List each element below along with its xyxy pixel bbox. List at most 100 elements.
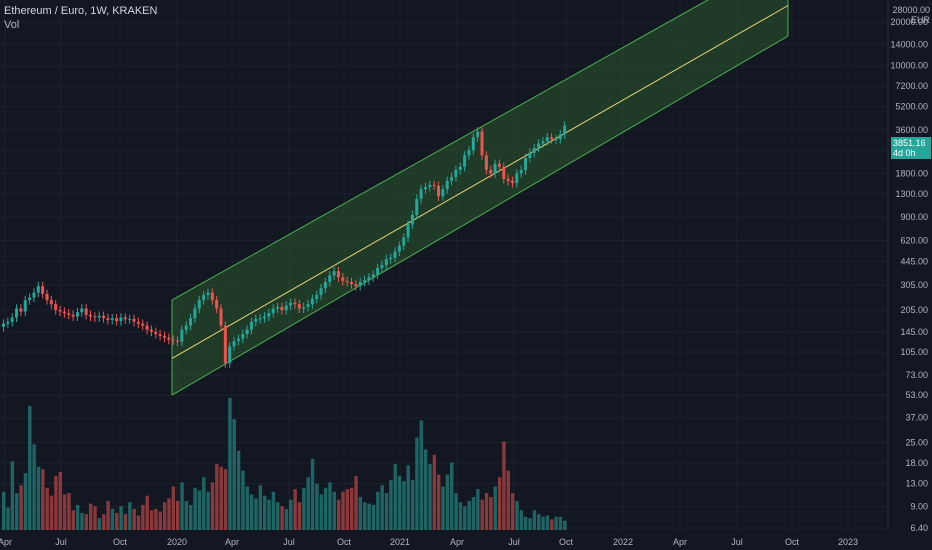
candle-body bbox=[115, 318, 119, 322]
chart-legend: Ethereum / Euro, 1W, KRAKEN Vol bbox=[4, 4, 157, 32]
volume-bar bbox=[228, 398, 232, 530]
time-tick-label: 2021 bbox=[390, 537, 410, 547]
time-axis[interactable]: Apr Jul Oct 2020 Apr Jul Oct 2021 Apr Jul Oct 2022 A… bbox=[0, 537, 858, 547]
channel-upper-line[interactable] bbox=[171, 0, 788, 301]
regression-channel[interactable] bbox=[171, 0, 789, 396]
volume-bar bbox=[106, 500, 110, 530]
price-tick-label: 5200.00 bbox=[895, 102, 928, 112]
volume-bar bbox=[176, 500, 180, 530]
volume-bar bbox=[458, 502, 463, 530]
volume-bar bbox=[245, 486, 249, 530]
candle-body bbox=[89, 314, 92, 317]
price-tick-label: 1300.00 bbox=[895, 189, 928, 199]
candle-body bbox=[171, 339, 175, 341]
volume-bar bbox=[10, 461, 15, 530]
price-tick-label: 53.00 bbox=[905, 390, 928, 400]
volume-bar bbox=[149, 510, 154, 530]
volume-bar bbox=[454, 493, 458, 530]
channel-median-line[interactable] bbox=[171, 5, 789, 359]
volume-bar bbox=[93, 506, 97, 530]
candle-body bbox=[71, 314, 75, 317]
currency-label: 28000.00 EUR bbox=[892, 5, 930, 25]
candle-body bbox=[128, 318, 132, 320]
volume-bar bbox=[71, 510, 75, 530]
candle-body bbox=[149, 329, 153, 332]
volume-bar bbox=[306, 477, 310, 530]
candle-body bbox=[258, 318, 262, 320]
price-tick-label: 25.00 bbox=[905, 437, 928, 447]
candle-body bbox=[19, 308, 23, 312]
price-tick-label: 20000.00 bbox=[890, 17, 928, 27]
price-tick-label: 18.00 bbox=[905, 458, 928, 468]
candle-body bbox=[54, 304, 58, 311]
candle-body bbox=[2, 323, 5, 327]
volume-bar bbox=[80, 512, 84, 530]
candle-body bbox=[119, 317, 123, 322]
candle-body bbox=[28, 297, 32, 301]
time-tick-label: 2023 bbox=[838, 537, 858, 547]
volume-bar bbox=[49, 495, 54, 530]
candle-body bbox=[293, 302, 297, 305]
price-tick-label: 13.00 bbox=[905, 478, 928, 488]
candle-body bbox=[497, 163, 501, 167]
volume-bar bbox=[493, 486, 497, 530]
price-tick-label: 3600.00 bbox=[895, 125, 928, 135]
time-tick-label: Oct bbox=[337, 537, 352, 547]
candle-body bbox=[158, 333, 162, 336]
candle-body bbox=[145, 325, 149, 330]
time-tick-label: Apr bbox=[450, 537, 464, 547]
channel-lower-line[interactable] bbox=[171, 35, 789, 396]
volume-bar bbox=[484, 493, 489, 530]
volume-bar bbox=[193, 487, 197, 530]
candle-body bbox=[180, 329, 184, 342]
candle-body bbox=[75, 312, 79, 317]
volume-bar bbox=[489, 497, 493, 530]
volume-bar bbox=[75, 504, 80, 530]
time-tick-label: 2022 bbox=[613, 537, 633, 547]
volume-bar bbox=[558, 516, 563, 530]
candle-body bbox=[332, 271, 336, 276]
candle-body bbox=[397, 245, 401, 252]
candle-body bbox=[80, 308, 84, 313]
volume-bar bbox=[36, 466, 41, 530]
volume-bar bbox=[67, 493, 71, 530]
last-price-tag: 3851.16 4d 0h bbox=[891, 137, 931, 159]
volume-bar bbox=[293, 489, 297, 530]
candle-body bbox=[350, 282, 353, 285]
candle-body bbox=[271, 308, 275, 314]
volume-bar bbox=[450, 462, 454, 530]
symbol-title[interactable]: Ethereum / Euro, 1W, KRAKEN bbox=[4, 5, 158, 17]
volume-bar bbox=[541, 516, 545, 530]
candle-body bbox=[41, 286, 45, 294]
candle-body bbox=[36, 286, 40, 293]
volume-label[interactable]: Vol bbox=[4, 19, 20, 31]
candle-body bbox=[445, 180, 449, 190]
candle-body bbox=[428, 184, 432, 188]
candle-body bbox=[510, 180, 514, 183]
candle-body bbox=[245, 329, 249, 334]
candle-body bbox=[410, 214, 414, 225]
volume-bar bbox=[463, 506, 467, 530]
candle-body bbox=[206, 292, 210, 296]
candle-body bbox=[323, 282, 327, 289]
volume-bar bbox=[363, 502, 367, 530]
price-tick-label: 145.00 bbox=[900, 327, 928, 337]
volume-bar bbox=[419, 420, 423, 530]
volume-bar bbox=[563, 520, 567, 530]
volume-bar bbox=[497, 477, 502, 530]
candle-body bbox=[123, 317, 127, 320]
volume-bar bbox=[197, 490, 202, 530]
candle-body bbox=[376, 267, 380, 275]
volume-bar bbox=[350, 487, 354, 530]
volume-bar bbox=[389, 479, 393, 530]
volume-bar bbox=[323, 487, 328, 530]
candle-body bbox=[476, 131, 480, 138]
volume-bar bbox=[528, 518, 532, 530]
price-tick-label: 73.00 bbox=[905, 370, 928, 380]
volume-bar bbox=[537, 514, 541, 530]
candle-body bbox=[280, 307, 284, 311]
volume-bar bbox=[345, 489, 350, 530]
volume-bar bbox=[354, 475, 358, 530]
candle-body bbox=[289, 302, 293, 306]
